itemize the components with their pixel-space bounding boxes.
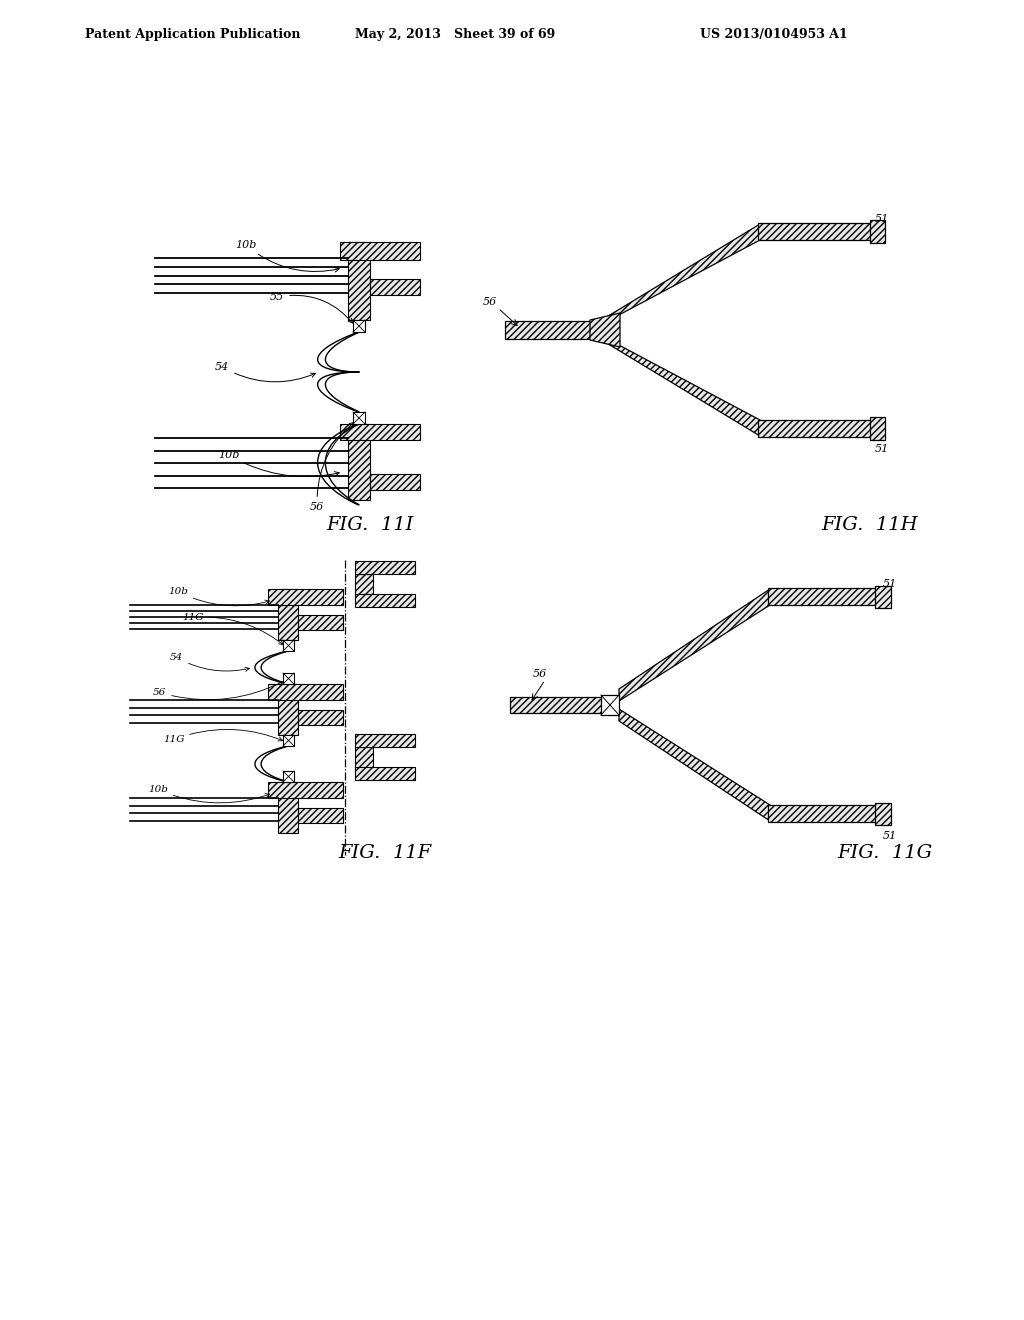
Text: 11G: 11G — [182, 612, 283, 644]
Bar — [870, 417, 885, 440]
Polygon shape — [618, 589, 770, 701]
Text: 54: 54 — [215, 362, 315, 381]
Text: FIG.  11F: FIG. 11F — [339, 843, 431, 862]
Bar — [370, 279, 420, 294]
Bar — [348, 424, 370, 500]
Bar — [283, 640, 294, 651]
Text: US 2013/0104953 A1: US 2013/0104953 A1 — [700, 28, 848, 41]
Bar — [283, 735, 294, 746]
Text: 51: 51 — [883, 832, 897, 841]
Bar — [601, 696, 618, 715]
Text: 10b: 10b — [168, 587, 269, 606]
Text: 55: 55 — [270, 292, 352, 323]
Bar — [278, 589, 298, 640]
Text: 51: 51 — [874, 214, 889, 224]
Text: 54: 54 — [170, 653, 250, 672]
Polygon shape — [600, 335, 760, 436]
Text: 56: 56 — [310, 422, 354, 512]
Text: 10b: 10b — [234, 240, 339, 272]
Bar — [268, 781, 343, 799]
Text: FIG.  11I: FIG. 11I — [327, 516, 414, 535]
Polygon shape — [618, 709, 770, 821]
Bar — [353, 319, 365, 333]
Bar — [370, 474, 420, 490]
Bar — [340, 424, 420, 440]
Text: 56: 56 — [153, 681, 283, 700]
Bar — [283, 673, 294, 684]
Bar — [355, 767, 415, 780]
Text: 51: 51 — [883, 579, 897, 589]
Bar — [758, 223, 872, 240]
Bar — [355, 594, 415, 607]
Polygon shape — [600, 224, 760, 325]
Bar — [340, 242, 420, 260]
Bar — [874, 586, 891, 609]
Text: 51: 51 — [874, 444, 889, 454]
Bar — [355, 561, 415, 574]
Bar — [758, 420, 872, 437]
Bar — [874, 803, 891, 825]
Bar — [510, 697, 603, 713]
Text: May 2, 2013   Sheet 39 of 69: May 2, 2013 Sheet 39 of 69 — [355, 28, 555, 41]
Text: 10b: 10b — [218, 450, 339, 477]
Bar — [298, 710, 343, 725]
Bar — [268, 589, 343, 605]
Bar — [355, 734, 415, 747]
Bar — [283, 771, 294, 781]
Bar — [870, 220, 885, 243]
Text: 10b: 10b — [148, 785, 269, 803]
Bar — [505, 321, 600, 339]
Bar — [298, 615, 343, 630]
Polygon shape — [590, 313, 620, 347]
Bar — [278, 781, 298, 833]
Bar — [278, 684, 298, 735]
Text: 11G: 11G — [163, 730, 283, 744]
Text: FIG.  11G: FIG. 11G — [838, 843, 933, 862]
Bar — [353, 412, 365, 424]
Text: Patent Application Publication: Patent Application Publication — [85, 28, 300, 41]
Bar — [355, 747, 373, 775]
Bar — [768, 805, 877, 822]
Bar — [298, 808, 343, 822]
Text: FIG.  11H: FIG. 11H — [821, 516, 919, 535]
Bar — [268, 684, 343, 700]
Bar — [348, 242, 370, 319]
Bar — [768, 587, 877, 605]
Text: 56: 56 — [532, 669, 547, 678]
Text: 56: 56 — [483, 297, 497, 308]
Bar — [355, 574, 373, 602]
